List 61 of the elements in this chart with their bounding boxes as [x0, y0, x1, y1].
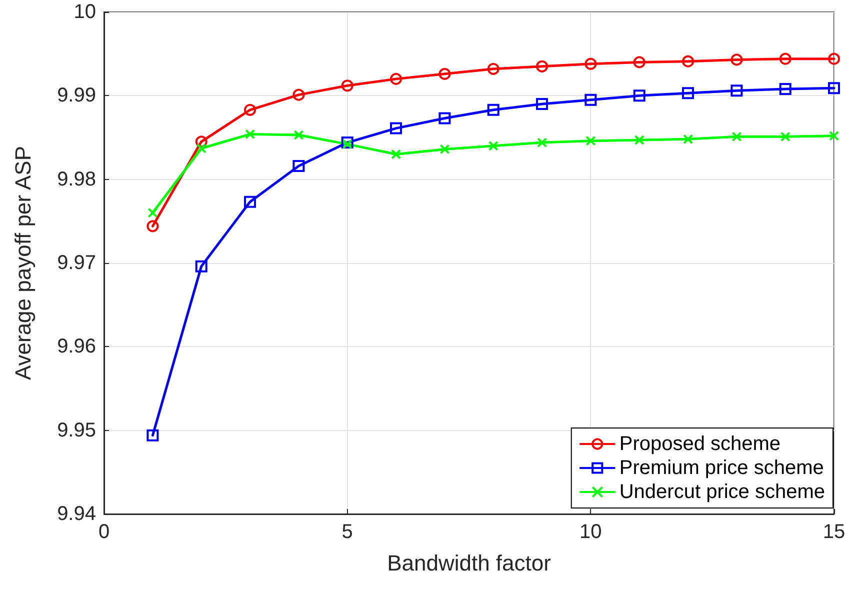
point	[146, 220, 159, 232]
point	[682, 55, 694, 68]
point	[244, 104, 256, 116]
point	[438, 112, 451, 124]
point	[487, 104, 500, 116]
point	[294, 130, 304, 140]
point	[537, 138, 547, 148]
point	[682, 87, 694, 100]
point	[584, 58, 597, 70]
point	[341, 136, 354, 149]
point	[342, 139, 352, 150]
point	[390, 122, 402, 134]
point	[148, 208, 158, 218]
point	[584, 94, 597, 106]
y-tick-label: 10	[74, 1, 96, 23]
legend-label: Undercut price scheme	[619, 481, 826, 503]
point	[488, 140, 498, 151]
point	[780, 132, 790, 142]
x-axis-title: Bandwidth factor	[387, 550, 551, 576]
point	[341, 80, 354, 92]
point	[779, 82, 792, 95]
point	[730, 54, 743, 66]
point	[146, 429, 159, 442]
y-axis-title: Average payoff per ASP	[10, 146, 36, 380]
point	[438, 68, 451, 80]
point	[195, 136, 208, 148]
point	[730, 84, 743, 97]
point	[536, 60, 548, 72]
point	[196, 143, 206, 154]
legend-label: Proposed scheme	[619, 433, 781, 455]
point	[829, 130, 839, 141]
point	[732, 132, 742, 142]
point	[683, 134, 693, 144]
y-tick-label: 9.96	[57, 336, 96, 358]
point	[390, 72, 402, 85]
x-tick-label: 0	[98, 521, 110, 543]
point	[633, 56, 646, 68]
point	[633, 90, 646, 102]
point	[634, 135, 644, 146]
point	[536, 98, 548, 110]
point	[391, 149, 401, 160]
point	[244, 196, 256, 208]
y-tick-label: 9.99	[57, 84, 96, 107]
point	[828, 52, 840, 65]
x-tick-label: 10	[580, 521, 602, 543]
point	[440, 144, 450, 154]
point	[779, 52, 792, 65]
y-tick-label: 9.98	[57, 168, 96, 190]
y-tick-label: 9.94	[57, 503, 96, 525]
point	[195, 260, 208, 272]
point	[292, 160, 305, 172]
x-tick-label: 15	[822, 521, 846, 543]
point	[487, 62, 500, 75]
x-tick-label: 5	[342, 521, 353, 543]
legend-label: Premium price scheme	[619, 457, 824, 479]
y-tick-label: 9.97	[57, 252, 96, 274]
point	[828, 82, 840, 94]
point	[245, 129, 255, 140]
y-tick-label: 9.95	[57, 419, 96, 442]
point	[292, 88, 305, 101]
point	[586, 136, 596, 146]
